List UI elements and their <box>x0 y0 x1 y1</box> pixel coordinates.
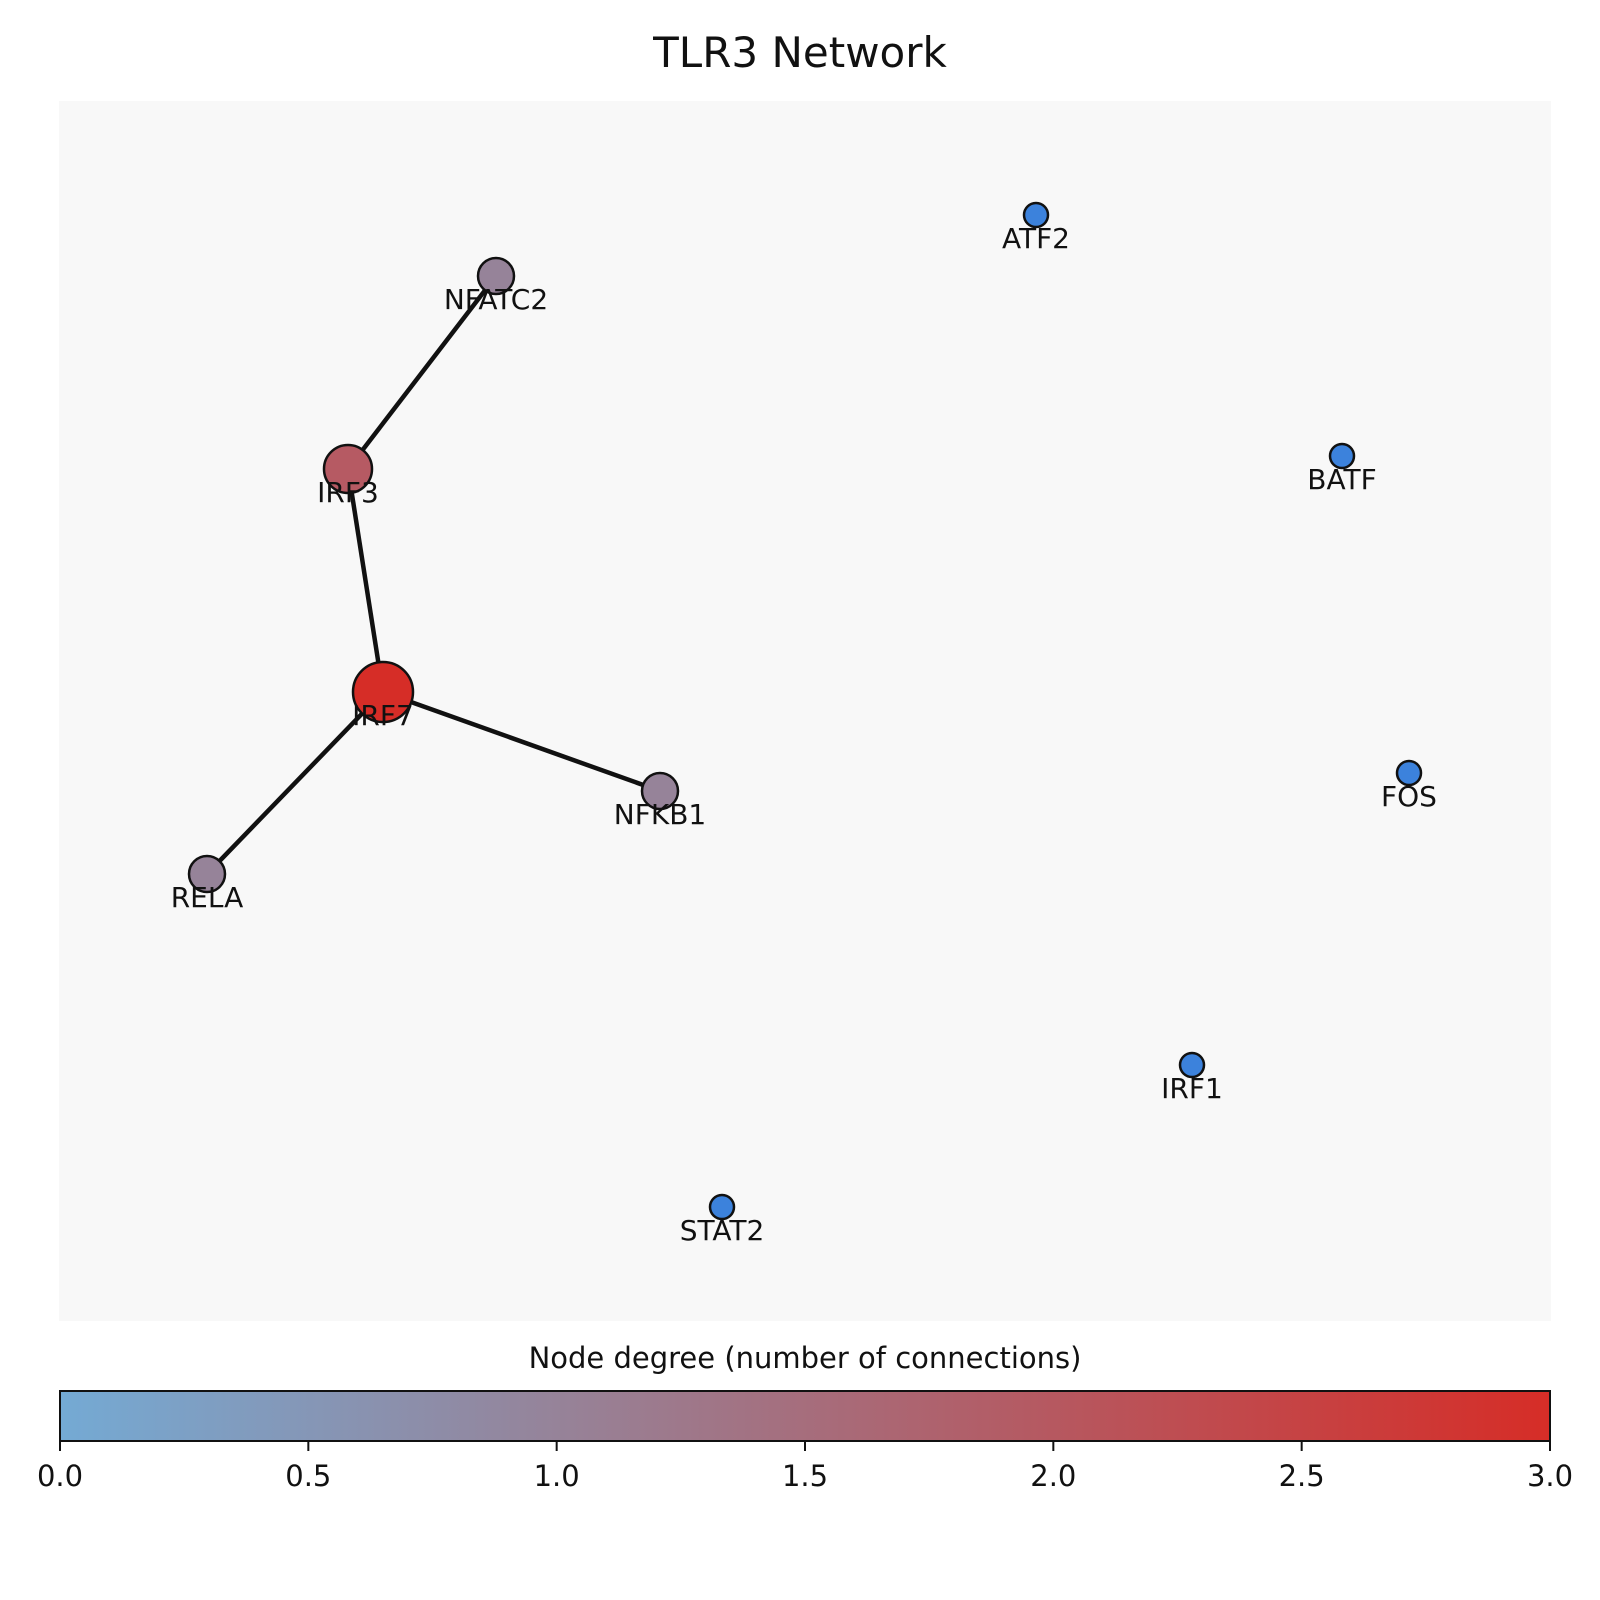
node-label-irf7: IRF7 <box>352 699 414 732</box>
colorbar-tick-label: 3.0 <box>1527 1459 1573 1493</box>
node-label-fos: FOS <box>1381 780 1437 813</box>
node-irf3 <box>322 443 374 495</box>
colorbar-tick-label: 1.0 <box>534 1459 580 1493</box>
node-label-nfkb1: NFKB1 <box>614 798 706 831</box>
edge-irf3-irf7 <box>345 468 386 693</box>
edge-irf7-nfkb1 <box>382 689 661 794</box>
node-irf7 <box>351 660 415 724</box>
edge-irf3-nfatc2 <box>346 274 498 471</box>
node-label-nfatc2: NFATC2 <box>444 283 548 316</box>
node-stat2 <box>708 1193 736 1221</box>
colorbar-tick-label: 2.5 <box>1279 1459 1325 1493</box>
node-fos <box>1395 759 1423 787</box>
node-nfkb1 <box>640 771 680 811</box>
node-nfatc2 <box>476 256 516 296</box>
colorbar-ticks: 0.0 0.5 1.0 1.5 2.0 2.5 3.0 <box>37 1441 1573 1493</box>
node-rela <box>187 854 227 894</box>
node-label-batf: BATF <box>1307 463 1376 496</box>
colorbar <box>59 1390 1551 1442</box>
node-irf1 <box>1178 1051 1206 1079</box>
edge-irf7-rela <box>205 690 385 876</box>
node-label-stat2: STAT2 <box>680 1214 765 1247</box>
labels-layer: NFATC2 IRF3 IRF7 NFKB1 RELA ATF2 BATF FOS IRF1 ST… <box>171 222 1437 1247</box>
node-batf <box>1328 442 1356 470</box>
colorbar-tick-label: 0.5 <box>285 1459 331 1493</box>
colorbar-tick-label: 1.5 <box>782 1459 828 1493</box>
colorbar-tick-label: 0.0 <box>37 1459 83 1493</box>
node-label-atf2: ATF2 <box>1002 222 1070 255</box>
edges-layer <box>205 274 661 876</box>
colorbar-label: Node degree (number of connections) <box>529 1341 1082 1375</box>
node-label-irf3: IRF3 <box>317 476 379 509</box>
node-label-irf1: IRF1 <box>1161 1072 1223 1105</box>
chart-title: TLR3 Network <box>652 28 947 77</box>
node-label-rela: RELA <box>171 881 244 914</box>
network-panel <box>59 101 1551 1321</box>
node-atf2 <box>1022 201 1050 229</box>
colorbar-tick-label: 2.0 <box>1030 1459 1076 1493</box>
nodes-layer <box>187 201 1423 1221</box>
